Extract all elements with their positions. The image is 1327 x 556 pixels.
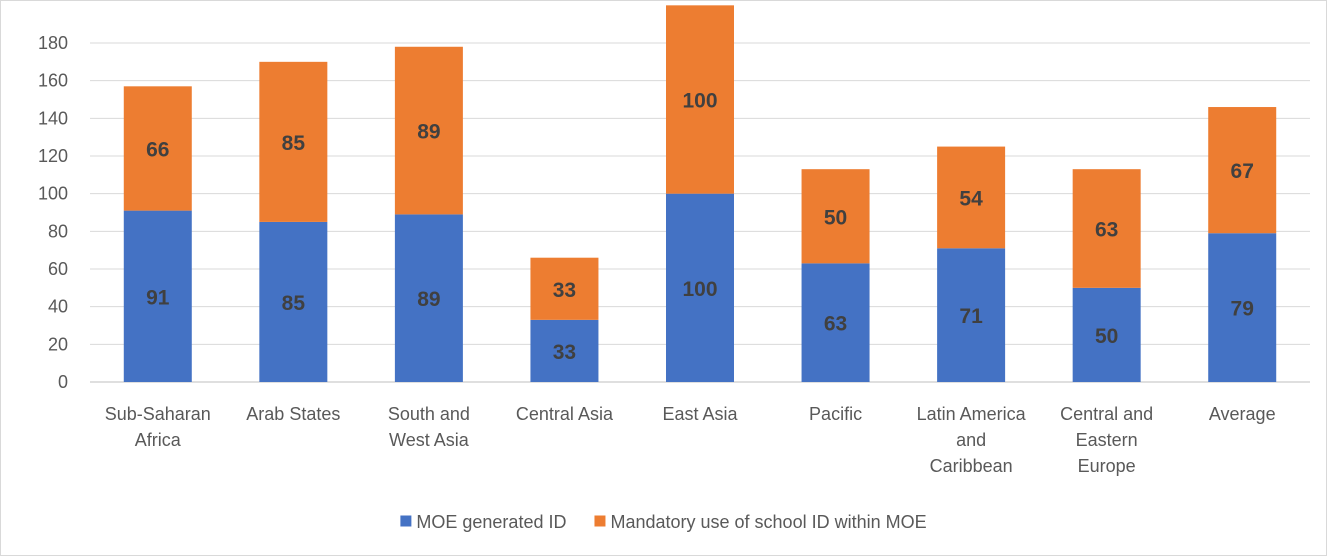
bar-moe-generated-id-average bbox=[1208, 233, 1277, 382]
legend-label-mandatory-use-of-school-id-within-moe: Mandatory use of school ID within MOE bbox=[610, 512, 926, 532]
x-category-label-sub-saharan-africa: Sub-Saharan Africa bbox=[105, 404, 211, 450]
data-label-mandatory-use-of-school-id-within-moe-south-and-west-asia: 89 bbox=[417, 121, 440, 144]
bar-mandatory-use-of-school-id-within-moe-latin-america-and-caribbean bbox=[937, 146, 1006, 249]
y-tick-label: 180 bbox=[38, 33, 68, 53]
data-label-moe-generated-id-arab-states: 85 bbox=[282, 292, 306, 315]
bar-moe-generated-id-pacific bbox=[801, 263, 870, 382]
data-label-mandatory-use-of-school-id-within-moe-sub-saharan-africa: 66 bbox=[146, 138, 169, 161]
legend: MOE generated ID Mandatory use of school … bbox=[400, 512, 927, 532]
y-tick-label: 40 bbox=[48, 297, 68, 317]
x-axis-category-labels: Sub-Saharan Africa Arab States South and Wes… bbox=[105, 404, 1276, 476]
data-label-moe-generated-id-average: 79 bbox=[1231, 298, 1254, 321]
data-label-mandatory-use-of-school-id-within-moe-pacific: 50 bbox=[824, 206, 847, 229]
bars bbox=[123, 5, 1277, 382]
bar-mandatory-use-of-school-id-within-moe-arab-states bbox=[259, 61, 328, 222]
bar-mandatory-use-of-school-id-within-moe-east-asia bbox=[666, 5, 734, 194]
y-tick-label: 20 bbox=[48, 334, 68, 354]
data-label-mandatory-use-of-school-id-within-moe-latin-america-and-caribbean: 54 bbox=[959, 187, 983, 210]
y-tick-label: 100 bbox=[38, 184, 68, 204]
data-label-mandatory-use-of-school-id-within-moe-average: 67 bbox=[1231, 160, 1254, 183]
data-label-moe-generated-id-central-and-eastern-europe: 50 bbox=[1095, 325, 1118, 348]
data-label-mandatory-use-of-school-id-within-moe-arab-states: 85 bbox=[282, 132, 306, 155]
x-category-label-central-and-eastern-europe: Central and Eastern Europe bbox=[1060, 404, 1153, 476]
bar-mandatory-use-of-school-id-within-moe-central-and-eastern-europe bbox=[1072, 169, 1141, 288]
x-category-label-central-asia: Central Asia bbox=[516, 404, 614, 424]
y-tick-label: 0 bbox=[58, 372, 68, 392]
y-axis-tick-labels: 0 20 40 60 80 100 120 140 160 180 bbox=[38, 33, 68, 392]
data-label-mandatory-use-of-school-id-within-moe-east-asia: 100 bbox=[682, 90, 717, 113]
bar-moe-generated-id-south-and-west-asia bbox=[394, 214, 463, 382]
y-tick-label: 140 bbox=[38, 108, 68, 128]
bar-mandatory-use-of-school-id-within-moe-average bbox=[1208, 107, 1277, 234]
x-category-label-latin-america-and-caribbean: Latin America and Caribbean bbox=[917, 404, 1027, 476]
bar-mandatory-use-of-school-id-within-moe-sub-saharan-africa bbox=[123, 86, 192, 211]
bar-moe-generated-id-central-asia bbox=[530, 319, 599, 382]
data-label-moe-generated-id-pacific: 63 bbox=[824, 313, 847, 336]
bar-mandatory-use-of-school-id-within-moe-pacific bbox=[801, 169, 870, 264]
data-label-mandatory-use-of-school-id-within-moe-central-asia: 33 bbox=[553, 279, 576, 302]
bar-moe-generated-id-arab-states bbox=[259, 221, 328, 382]
x-category-label-east-asia: East Asia bbox=[662, 404, 738, 424]
data-labels: 91 66 85 85 89 89 33 33 100 100 63 50 71 54 50 63 79 67 bbox=[146, 90, 1254, 364]
data-label-moe-generated-id-central-asia: 33 bbox=[553, 341, 576, 364]
y-tick-label: 160 bbox=[38, 71, 68, 91]
y-tick-label: 120 bbox=[38, 146, 68, 166]
y-tick-label: 60 bbox=[48, 259, 68, 279]
legend-swatch-moe-generated-id bbox=[400, 515, 412, 527]
legend-swatch-mandatory-use-of-school-id-within-moe bbox=[594, 515, 606, 527]
bar-mandatory-use-of-school-id-within-moe-south-and-west-asia bbox=[394, 46, 463, 215]
bar-moe-generated-id-east-asia bbox=[666, 193, 734, 382]
data-label-mandatory-use-of-school-id-within-moe-central-and-eastern-europe: 63 bbox=[1095, 219, 1118, 242]
data-label-moe-generated-id-sub-saharan-africa: 91 bbox=[146, 286, 170, 309]
x-category-label-south-and-west-asia: South and West Asia bbox=[388, 404, 470, 450]
x-category-label-pacific: Pacific bbox=[809, 404, 862, 424]
bar-mandatory-use-of-school-id-within-moe-central-asia bbox=[530, 257, 599, 320]
bar-moe-generated-id-sub-saharan-africa bbox=[123, 210, 192, 382]
x-category-label-arab-states: Arab States bbox=[246, 404, 340, 424]
bar-moe-generated-id-latin-america-and-caribbean bbox=[937, 248, 1006, 382]
data-label-moe-generated-id-latin-america-and-caribbean: 71 bbox=[959, 305, 983, 328]
data-label-moe-generated-id-south-and-west-asia: 89 bbox=[417, 288, 440, 311]
bar-moe-generated-id-central-and-eastern-europe bbox=[1072, 287, 1141, 382]
y-tick-label: 80 bbox=[48, 221, 68, 241]
x-category-label-average: Average bbox=[1209, 404, 1276, 424]
legend-label-moe-generated-id: MOE generated ID bbox=[416, 512, 566, 532]
data-label-moe-generated-id-east-asia: 100 bbox=[682, 278, 717, 301]
